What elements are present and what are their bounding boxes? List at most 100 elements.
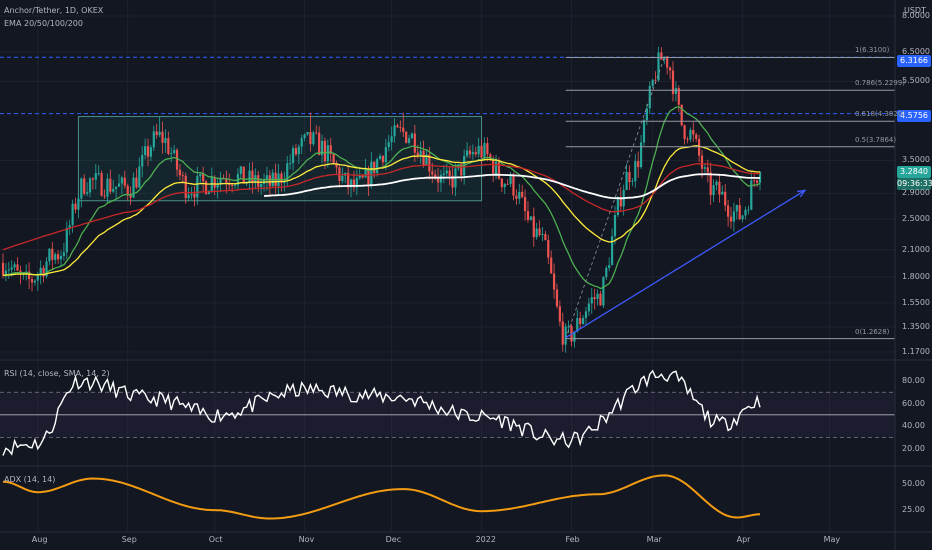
candle-body [54,254,57,260]
time-tick-label: Nov [298,535,315,544]
candle-body [695,134,698,139]
fib-label: 0.5(3.7864) [855,135,897,144]
candle-body [248,170,251,182]
candle-body [413,133,416,153]
candle-body [33,280,37,283]
candle-body [425,154,428,166]
candle-body [216,183,219,188]
time-tick-label: Sep [121,535,137,544]
candle-body [155,131,158,136]
price-tick-label: 1.5500 [902,297,930,307]
candle-body [619,197,622,207]
candle-body [703,167,706,169]
candle-body [312,132,315,145]
rsi-line [2,369,761,456]
rsi-pane[interactable] [0,369,895,456]
rsi-tick-label: 40.00 [902,421,925,431]
rsi-legend[interactable]: RSI (14, close, SMA, 14, 2) [4,369,110,378]
candle-body [367,168,370,186]
price-tick-label: 1.3500 [902,321,930,331]
symbol-legend[interactable]: Anchor/Tether, 1D, OKEX [4,6,104,15]
candle-body [289,163,292,164]
candle-body [396,125,399,128]
time-tick-label: Dec [385,535,402,544]
adx-line [2,474,761,520]
candle-body [660,52,663,60]
candle-body [718,181,721,195]
candle-body [712,185,715,196]
candle-body [735,205,738,212]
candle-body [483,143,486,158]
candle-body [439,174,443,183]
rsi-tick-label: 80.00 [902,375,925,385]
candle-body [36,274,39,281]
candle-body [7,269,10,271]
candle-body [251,170,254,184]
candle-body [335,163,338,168]
candle-body [149,147,153,157]
candle-body [242,166,245,184]
candle-body [451,175,454,188]
candle-body [486,143,489,155]
candle-body [42,267,45,277]
candle-body [747,209,750,211]
candle-body [677,88,680,105]
candle-body [492,159,495,176]
candle-body [364,168,367,178]
candle-body [474,152,477,155]
fib-label: 1(6.3100) [855,46,890,55]
candle-body [753,180,756,182]
candle-body [552,273,556,290]
price-tick-label: 6.5000 [902,47,930,57]
candle-body [117,183,121,187]
candle-body [700,155,704,169]
price-tick-label: 2.9000 [902,188,930,198]
candle-body [512,174,515,196]
candle-body [515,195,518,199]
candle-body [448,170,451,176]
candle-body [428,154,431,172]
candle-body [161,131,164,143]
candle-body [558,306,561,322]
candle-body [318,132,321,156]
candle-body [457,164,460,169]
candle-body [613,215,617,237]
candle-body [523,197,527,212]
candle-body [378,155,382,160]
candle-body [306,132,309,135]
price-pane[interactable] [0,46,895,353]
candle-body [164,138,167,143]
time-tick-label: Oct [208,535,223,544]
adx-legend[interactable]: ADX (14, 14) [4,475,56,484]
candle-body [422,150,425,166]
price-tag-high: 6.3166 [897,55,931,67]
price-tag-mid: 4.5756 [897,110,931,122]
candle-body [573,331,576,342]
candle-body [631,181,634,183]
candle-body [1,262,5,276]
candle-body [329,145,332,154]
candle-body [260,183,263,187]
candle-body [373,161,376,174]
candle-body [358,175,361,179]
candle-body [605,267,608,278]
candle-body [320,140,324,156]
candle-body [634,161,637,182]
ema-legend[interactable]: EMA 20/50/100/200 [4,19,83,28]
candle-body [465,150,469,156]
adx-pane[interactable] [2,474,761,520]
candle-body [608,265,611,268]
candle-body [231,184,234,187]
rsi-tick-label: 20.00 [902,443,925,453]
candle-body [518,191,521,199]
candle-body [16,264,19,271]
candle-body [561,321,564,345]
candle-body [564,326,567,345]
candle-body [497,161,501,179]
time-tick-label: 2022 [475,535,496,544]
candle-body [442,173,445,175]
candle-body [471,152,474,155]
candle-body [57,254,60,260]
candle-body [332,153,335,164]
